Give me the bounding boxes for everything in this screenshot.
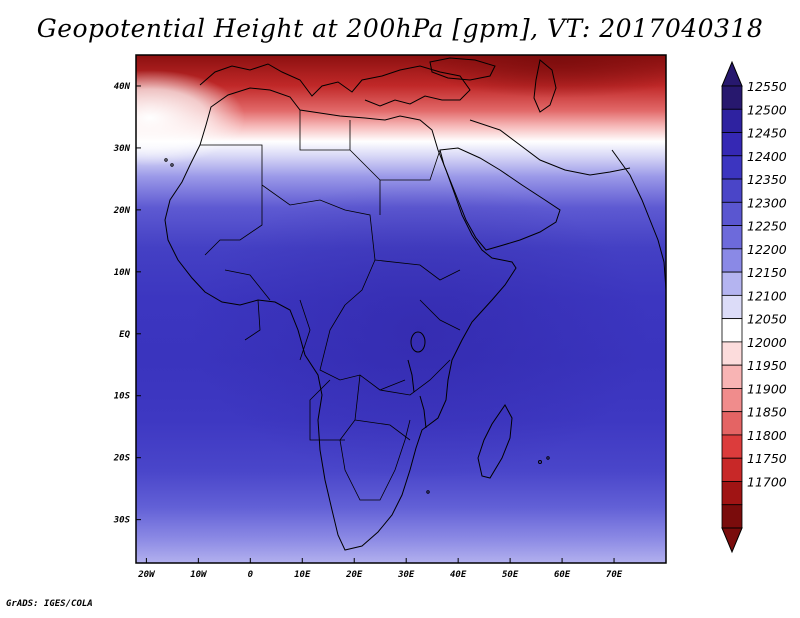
colorbar-swatch bbox=[721, 85, 743, 110]
colorbar-swatch bbox=[721, 225, 743, 250]
lake-malawi bbox=[419, 395, 427, 429]
footer-credit: GrADS: IGES/COLA bbox=[6, 599, 93, 609]
colorbar-swatch bbox=[721, 341, 743, 366]
map-title: Geopotential Height at 200hPa [gpm], VT:… bbox=[36, 14, 764, 43]
colorbar-label: 12300 bbox=[747, 195, 787, 210]
colorbar-top-arrow bbox=[721, 60, 743, 87]
country-borders bbox=[200, 110, 461, 501]
colorbar-swatch bbox=[721, 201, 743, 226]
lake-tanganyika bbox=[407, 359, 415, 393]
colorbar-label: 11750 bbox=[747, 451, 787, 466]
lon-tick-label: 40E bbox=[450, 570, 467, 580]
colorbar-bottom-arrow bbox=[721, 527, 743, 554]
black-sea-coastline bbox=[429, 57, 496, 81]
colorbar-label: 11800 bbox=[747, 428, 787, 443]
gulf-coastline bbox=[469, 119, 631, 176]
colorbar-label: 12000 bbox=[747, 335, 787, 350]
colorbar-label: 11700 bbox=[747, 474, 787, 489]
colorbar-swatch bbox=[721, 411, 743, 436]
colorbar-swatch bbox=[721, 108, 743, 133]
colorbar-label: 12450 bbox=[747, 126, 787, 141]
colorbar-label: 12150 bbox=[747, 265, 787, 280]
caspian-coastline bbox=[533, 59, 557, 113]
lat-tick-label: 40N bbox=[114, 82, 131, 92]
longitude-axis: 20W 10W 0 10E 20E 30E 40E 50E 60E 70E bbox=[137, 558, 623, 580]
lat-tick-label: EQ bbox=[119, 330, 130, 340]
colorbar-label: 12050 bbox=[747, 312, 787, 327]
colorbar-swatch bbox=[721, 178, 743, 203]
arabia-coastline bbox=[439, 147, 561, 251]
colorbar-swatch bbox=[721, 388, 743, 413]
colorbar-swatch bbox=[721, 434, 743, 459]
colorbar-label: 11950 bbox=[747, 358, 787, 373]
lon-tick-label: 30E bbox=[397, 570, 415, 580]
colorbar-label: 11850 bbox=[747, 405, 787, 420]
colorbar-swatch bbox=[721, 271, 743, 296]
lon-tick-label: 50E bbox=[502, 570, 519, 580]
lon-tick-label: 10W bbox=[190, 570, 208, 580]
colorbar-label: 12550 bbox=[747, 79, 787, 94]
colorbar-swatch bbox=[721, 155, 743, 180]
colorbar-label: 12400 bbox=[747, 149, 787, 164]
colorbar-swatch bbox=[721, 294, 743, 320]
colorbar-label: 12200 bbox=[747, 242, 787, 257]
colorbar-swatch bbox=[721, 481, 743, 506]
lon-tick-label: 70E bbox=[606, 570, 623, 580]
lon-tick-label: 60E bbox=[554, 570, 571, 580]
coastlines bbox=[164, 57, 666, 551]
lon-tick-label: 10E bbox=[294, 570, 311, 580]
colorbar-swatch bbox=[721, 132, 743, 157]
lake-victoria bbox=[410, 331, 426, 353]
europe-coastline bbox=[199, 63, 471, 107]
lat-tick-label: 10N bbox=[114, 268, 131, 278]
colorbar-label: 12500 bbox=[747, 102, 787, 117]
lat-tick-label: 20N bbox=[113, 206, 131, 216]
lat-tick-label: 30S bbox=[113, 516, 131, 526]
india-coastline bbox=[611, 149, 666, 291]
madagascar-coastline bbox=[477, 404, 513, 479]
map-frame bbox=[135, 54, 667, 564]
colorbar: 12550 12500 12450 12400 12350 12300 12250 12200… bbox=[721, 60, 787, 554]
lat-tick-label: 10S bbox=[114, 392, 131, 402]
colorbar-swatch bbox=[721, 364, 743, 389]
lat-tick-label: 30N bbox=[113, 144, 131, 154]
lon-tick-label: 20W bbox=[137, 570, 156, 580]
colorbar-swatch bbox=[721, 318, 743, 343]
colorbar-swatch bbox=[721, 248, 743, 273]
africa-coastline bbox=[164, 87, 517, 551]
colorbar-label: 11900 bbox=[747, 381, 787, 396]
latitude-axis: 40N 30N 20N 10N EQ 10S 20S 30S bbox=[113, 82, 141, 526]
lon-tick-label: 20E bbox=[345, 570, 363, 580]
colorbar-label: 12100 bbox=[747, 288, 787, 303]
colorbar-label: 12350 bbox=[747, 172, 787, 187]
lat-tick-label: 20S bbox=[113, 454, 131, 464]
colorbar-swatch bbox=[721, 504, 743, 529]
lon-tick-label: 0 bbox=[248, 570, 254, 580]
height-field bbox=[136, 55, 666, 563]
colorbar-label: 12250 bbox=[747, 219, 787, 234]
colorbar-swatch bbox=[721, 457, 743, 482]
